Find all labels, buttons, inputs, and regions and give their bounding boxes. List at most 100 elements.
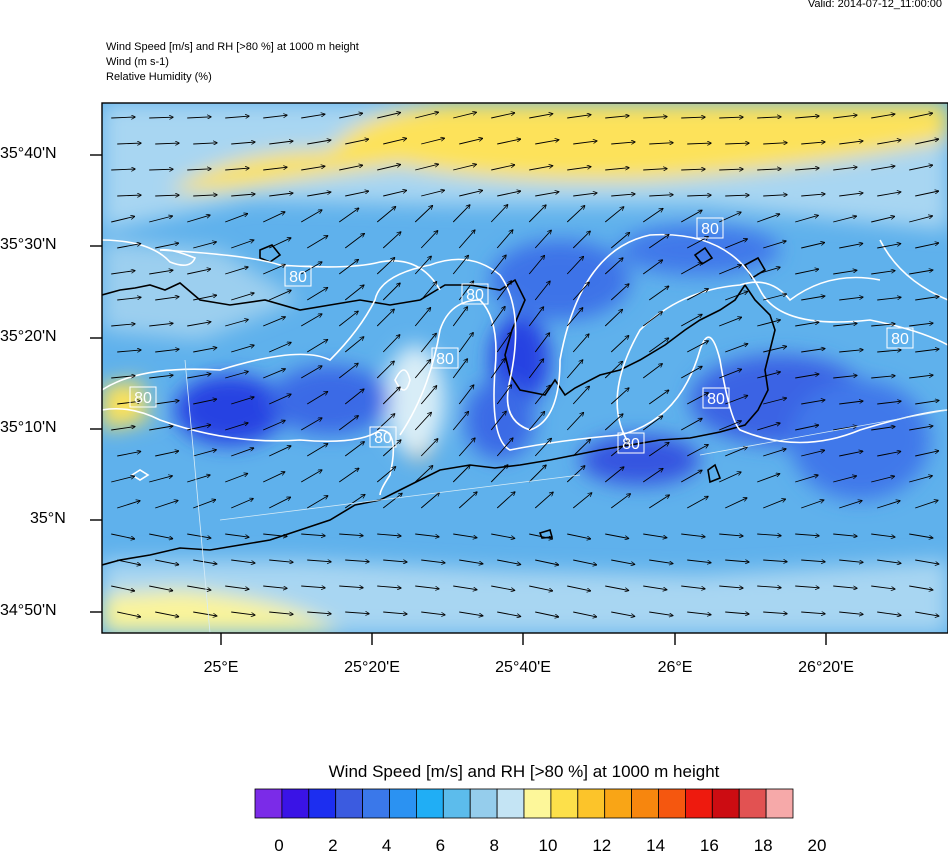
wind-arrow bbox=[187, 585, 211, 590]
wind-arrow bbox=[307, 140, 331, 145]
wind-arrow bbox=[871, 324, 895, 327]
wind-arrow bbox=[681, 314, 702, 327]
colorbar-swatch bbox=[631, 788, 659, 819]
wind-arrow bbox=[459, 138, 482, 145]
wind-arrow bbox=[301, 262, 322, 275]
wind-arrow bbox=[871, 271, 895, 275]
wind-arrow bbox=[301, 314, 322, 327]
wind-arrow bbox=[871, 476, 894, 483]
wind-arrow bbox=[648, 443, 669, 457]
colorbar-swatch bbox=[469, 788, 498, 819]
wind-arrow bbox=[301, 586, 325, 588]
wind-arrow bbox=[339, 586, 363, 588]
wind-arrow bbox=[491, 165, 514, 171]
wind-arrow bbox=[415, 585, 439, 589]
contour-label: 80 bbox=[701, 221, 719, 238]
wind-arrow bbox=[421, 190, 444, 197]
wind-arrow bbox=[344, 389, 364, 405]
wind-arrow bbox=[871, 376, 895, 379]
wind-arrow bbox=[491, 113, 514, 119]
wind-arrow bbox=[187, 117, 211, 118]
wind-arrow bbox=[877, 401, 901, 405]
wind-arrow bbox=[871, 427, 895, 431]
wind-speed-field bbox=[102, 103, 948, 633]
coastline bbox=[102, 244, 776, 566]
wind-arrow bbox=[155, 297, 179, 301]
contour-label-box bbox=[431, 347, 459, 369]
wind-arrow bbox=[763, 499, 785, 509]
wind-arrow bbox=[642, 364, 662, 379]
wind-arrow bbox=[567, 585, 590, 591]
wind-arrow bbox=[193, 450, 216, 457]
wind-arrow bbox=[605, 533, 629, 539]
wind-arrow bbox=[605, 585, 629, 591]
wind-arrow bbox=[611, 559, 635, 564]
wind-arrow bbox=[187, 533, 211, 538]
colorbar-swatch bbox=[442, 788, 471, 819]
colorbar-swatch bbox=[685, 788, 713, 819]
wind-arrow bbox=[269, 446, 291, 457]
wind-arrow bbox=[877, 611, 901, 615]
wind-arrow bbox=[648, 338, 668, 353]
wind-arrow bbox=[149, 323, 173, 327]
wind-arrow bbox=[117, 401, 141, 405]
wind-arrow bbox=[839, 451, 863, 457]
wind-arrow bbox=[496, 492, 515, 509]
contour-label-box bbox=[461, 283, 489, 305]
wind-arrow bbox=[345, 139, 368, 145]
wind-arrow bbox=[111, 476, 134, 483]
wind-arrow bbox=[681, 470, 702, 483]
wind-vectors bbox=[111, 112, 939, 617]
wind-arrow bbox=[231, 559, 255, 563]
wind-arrow bbox=[307, 560, 331, 562]
wind-arrow bbox=[915, 191, 938, 197]
colorbar-swatch bbox=[415, 788, 444, 819]
wind-arrow bbox=[909, 270, 933, 275]
wind-arrow bbox=[345, 612, 369, 614]
colorbar-tick: 16 bbox=[699, 836, 719, 855]
wind-arrow bbox=[795, 425, 818, 431]
wind-arrow bbox=[915, 500, 938, 509]
wind-arrow bbox=[573, 193, 597, 197]
wind-arrow bbox=[909, 533, 933, 538]
wind-arrow bbox=[909, 165, 932, 171]
contour-label-box bbox=[702, 387, 730, 409]
wind-arrow bbox=[306, 392, 327, 405]
wind-arrow bbox=[193, 399, 216, 405]
wind-arrow bbox=[458, 385, 474, 405]
wind-arrow bbox=[648, 286, 669, 301]
wind-arrow bbox=[376, 258, 394, 275]
wind-arrow bbox=[687, 393, 708, 405]
wind-arrow bbox=[566, 360, 583, 379]
wind-arrow bbox=[534, 230, 551, 249]
wind-arrow bbox=[567, 533, 590, 539]
wind-arrow bbox=[725, 239, 747, 249]
wind-arrow bbox=[915, 559, 939, 564]
wind-arrow bbox=[193, 295, 216, 301]
wind-arrow bbox=[642, 208, 663, 223]
wind-arrow bbox=[839, 501, 862, 509]
wind-arrow bbox=[338, 416, 358, 431]
wind-arrow bbox=[572, 439, 590, 457]
wind-arrow bbox=[572, 334, 589, 353]
wind-arrow bbox=[528, 205, 546, 223]
wind-arrow bbox=[605, 168, 629, 171]
wind-arrow bbox=[763, 143, 787, 144]
wind-arrow bbox=[725, 498, 747, 509]
wind-arrow bbox=[453, 533, 477, 538]
wind-arrow bbox=[263, 212, 285, 223]
wind-arrow bbox=[453, 112, 476, 119]
colorbar-tick: 14 bbox=[646, 836, 666, 855]
wind-arrow bbox=[763, 612, 787, 614]
rh-subtitle: Relative Humidity (%) bbox=[106, 71, 212, 83]
wind-arrow bbox=[415, 533, 439, 537]
colorbar-swatch bbox=[765, 788, 794, 819]
colorbar-swatch bbox=[308, 788, 337, 819]
wind-arrow bbox=[193, 143, 217, 144]
wind-arrow bbox=[263, 369, 285, 379]
wind-arrow bbox=[566, 308, 583, 327]
wind-arrow bbox=[231, 397, 254, 405]
colorbar-swatch bbox=[281, 788, 310, 819]
wind-arrow bbox=[193, 559, 217, 564]
contour-label-box bbox=[886, 327, 914, 349]
